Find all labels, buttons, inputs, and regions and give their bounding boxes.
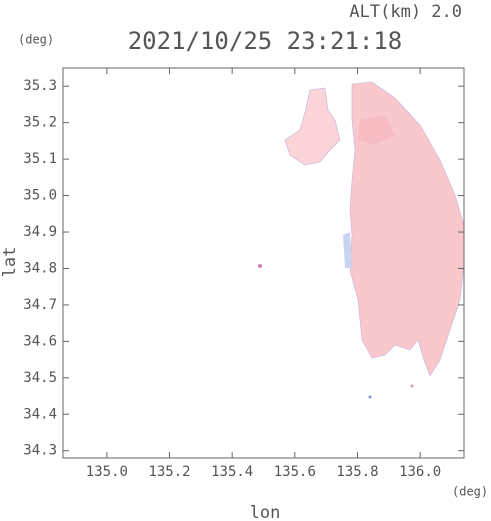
y-tick-label: 34.6	[23, 333, 57, 349]
y-tick-label: 34.9	[23, 224, 57, 240]
x-tick-label: 135.0	[86, 464, 128, 480]
echo-dot	[258, 264, 262, 268]
echo-dot	[410, 384, 414, 388]
y-tick-label: 34.5	[23, 370, 57, 386]
echo-blue	[343, 232, 352, 268]
echo-dot	[368, 395, 372, 399]
x-tick-label: 135.8	[336, 464, 378, 480]
y-tick-label: 35.3	[23, 78, 57, 94]
echo-patch	[358, 115, 395, 145]
x-axis-label: lon	[250, 503, 281, 521]
y-tick-label: 34.7	[23, 297, 57, 313]
chart-title: 2021/10/25 23:21:18	[128, 27, 403, 55]
x-tick-label: 136.0	[399, 464, 441, 480]
y-axis-label: lat	[0, 247, 20, 278]
x-tick-label: 135.6	[274, 464, 316, 480]
y-unit: (deg)	[18, 33, 54, 47]
y-tick-label: 35.1	[23, 151, 57, 167]
echo-field	[258, 81, 465, 399]
y-tick-label: 35.0	[23, 188, 57, 204]
x-tick-label: 135.4	[211, 464, 253, 480]
altitude-label: ALT(km) 2.0	[349, 2, 462, 22]
y-tick-label: 34.4	[23, 406, 57, 422]
plot-frame	[62, 67, 465, 459]
x-unit: (deg)	[452, 485, 488, 499]
echo-main	[349, 81, 465, 377]
x-tick-label: 135.2	[148, 464, 190, 480]
y-tick-label: 34.3	[23, 443, 57, 459]
echo-west	[284, 87, 341, 166]
y-tick-label: 35.2	[23, 115, 57, 131]
y-tick-label: 34.8	[23, 260, 57, 276]
